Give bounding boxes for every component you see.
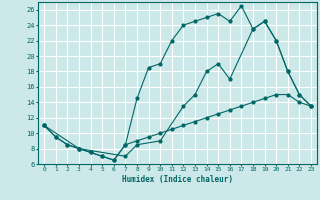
X-axis label: Humidex (Indice chaleur): Humidex (Indice chaleur)	[122, 175, 233, 184]
